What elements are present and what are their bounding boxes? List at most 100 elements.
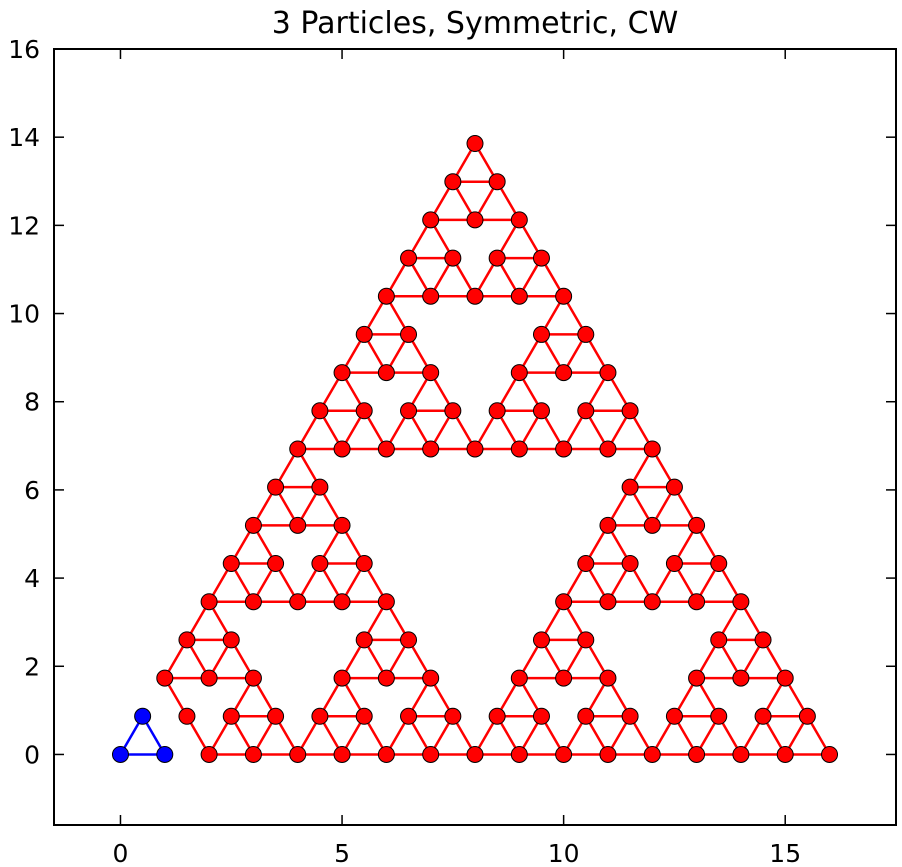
series-1-particle — [510, 745, 528, 763]
series-1-particle — [466, 745, 484, 763]
y-tick-label: 14 — [8, 123, 40, 152]
series-1-particle — [422, 287, 440, 305]
y-tick-label: 8 — [24, 388, 40, 417]
series-1-particle — [488, 249, 506, 267]
series-1-particle — [532, 631, 550, 649]
series-1-particle — [621, 478, 639, 496]
series-1-particle — [355, 325, 373, 343]
series-1-particle — [377, 364, 395, 382]
series-1-particle — [754, 707, 772, 725]
series-1-particle — [798, 707, 816, 725]
series-1-particle — [577, 631, 595, 649]
series-1-particle — [688, 593, 706, 611]
series-1-particle — [377, 669, 395, 687]
series-1-particle — [244, 669, 262, 687]
series-1-particle — [621, 707, 639, 725]
series-1-particle — [444, 402, 462, 420]
series-1-particle — [244, 516, 262, 534]
series-1-particle — [599, 593, 617, 611]
series-1-particle — [643, 745, 661, 763]
series-1-particle — [555, 669, 573, 687]
series-1-particle — [400, 631, 418, 649]
series-1-particle — [377, 287, 395, 305]
series-1-particle — [754, 631, 772, 649]
series-1-particle — [400, 249, 418, 267]
axis-ticks — [54, 48, 896, 825]
y-tick-label: 6 — [24, 476, 40, 505]
series-1-particle — [377, 440, 395, 458]
series-1-particle — [267, 707, 285, 725]
series-1-particle — [532, 325, 550, 343]
plot-area-frame — [53, 48, 897, 826]
series-1-particle — [444, 249, 462, 267]
series-0-particle — [111, 745, 129, 763]
series-1-particle — [599, 440, 617, 458]
series-1-particle — [355, 707, 373, 725]
series-1-particle — [577, 555, 595, 573]
series-1-particle — [222, 707, 240, 725]
series-1-particle — [732, 669, 750, 687]
series-1-particle — [555, 287, 573, 305]
series-1-particle — [333, 593, 351, 611]
series-1-particle — [333, 364, 351, 382]
series-1-particle — [577, 707, 595, 725]
series-1-particle — [333, 669, 351, 687]
series-1-particle — [577, 325, 595, 343]
x-tick-label: 15 — [769, 839, 801, 867]
series-1-particle — [444, 173, 462, 191]
series-1-particle — [311, 478, 329, 496]
x-tick-label: 5 — [334, 839, 350, 867]
series-1-particle — [377, 593, 395, 611]
series-1-particle — [289, 516, 307, 534]
series-1-particle — [422, 364, 440, 382]
series-1-particle — [466, 287, 484, 305]
x-tick-label: 0 — [113, 839, 129, 867]
series-1-particle — [599, 669, 617, 687]
series-1-particle — [422, 211, 440, 229]
series-1-particle — [222, 631, 240, 649]
y-tick-label: 16 — [8, 35, 40, 64]
series-1-particle — [488, 707, 506, 725]
series-1-particle — [710, 555, 728, 573]
x-tick-label: 10 — [548, 839, 580, 867]
series-1-particle — [599, 364, 617, 382]
series-1-particle — [599, 516, 617, 534]
series-1-particle — [510, 440, 528, 458]
series-1-particle — [510, 287, 528, 305]
series-1-particle — [577, 402, 595, 420]
series-1-particle — [422, 745, 440, 763]
series-1-particle — [488, 173, 506, 191]
series-1-particle — [555, 593, 573, 611]
series-1-particle — [267, 478, 285, 496]
series-1-particle — [311, 707, 329, 725]
series-1-particle — [821, 745, 839, 763]
series-1-particle — [178, 631, 196, 649]
series-1-particle — [333, 516, 351, 534]
series-points — [111, 135, 839, 763]
y-tick-label: 2 — [24, 652, 40, 681]
series-1-particle — [466, 211, 484, 229]
series-1-particle — [555, 745, 573, 763]
series-1-particle — [643, 440, 661, 458]
series-1-particle — [532, 707, 550, 725]
y-tick-label: 12 — [8, 211, 40, 240]
series-1-particle — [710, 631, 728, 649]
series-1-particle — [422, 440, 440, 458]
series-1-particle — [776, 669, 794, 687]
y-tick-label: 0 — [24, 740, 40, 769]
series-1-particle — [422, 669, 440, 687]
series-1-particle — [444, 707, 462, 725]
series-1-particle — [466, 440, 484, 458]
series-1-particle — [244, 745, 262, 763]
series-1-particle — [222, 555, 240, 573]
series-1-particle — [244, 593, 262, 611]
series-1-particle — [510, 669, 528, 687]
series-1-particle — [156, 669, 174, 687]
series-1-particle — [400, 707, 418, 725]
series-1-particle — [665, 478, 683, 496]
series-1-particle — [267, 555, 285, 573]
series-1-particle — [510, 364, 528, 382]
series-1-particle — [289, 745, 307, 763]
series-1-particle — [488, 402, 506, 420]
